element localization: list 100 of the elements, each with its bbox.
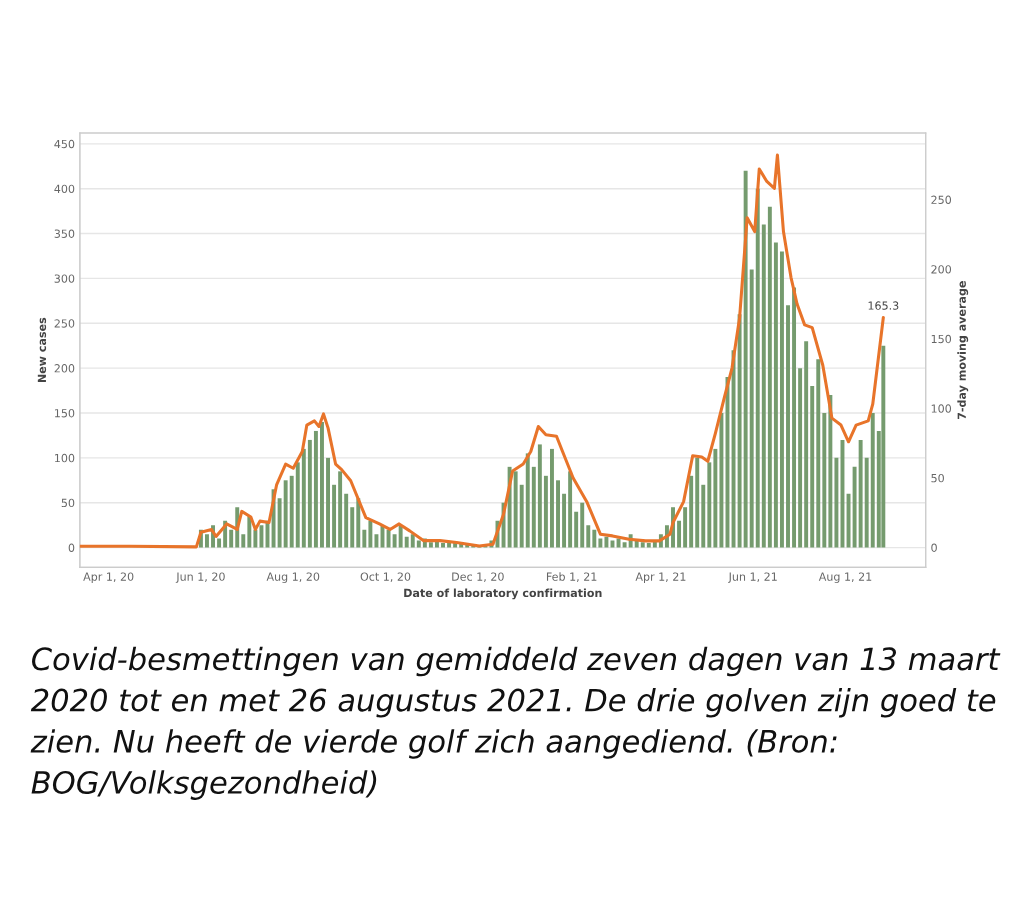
bar	[320, 421, 324, 548]
x-tick-label: Aug 1, 21	[818, 572, 872, 583]
bar	[428, 542, 433, 548]
bar	[253, 529, 258, 548]
bar	[604, 536, 609, 548]
bar	[549, 448, 554, 548]
bar	[822, 413, 827, 548]
bar	[616, 538, 621, 548]
bar	[870, 413, 875, 548]
y2-tick-label: 100	[931, 404, 952, 413]
y-tick-label: 50	[61, 498, 75, 508]
bar	[786, 305, 790, 548]
x-tick-label: Oct 1, 20	[360, 572, 411, 582]
bar	[810, 386, 815, 548]
bar	[689, 475, 694, 548]
bar	[816, 359, 821, 548]
bar	[568, 471, 573, 548]
bar	[277, 498, 282, 548]
bar	[773, 242, 778, 548]
bar	[580, 502, 585, 548]
bar	[701, 484, 706, 548]
bar	[392, 534, 397, 548]
bar	[695, 457, 700, 548]
bar	[313, 430, 318, 548]
bar	[574, 511, 579, 548]
bar	[677, 520, 682, 548]
bar	[556, 480, 560, 548]
bar	[519, 484, 524, 548]
bar	[779, 251, 784, 548]
bar	[307, 439, 312, 548]
y-tick-label: 150	[55, 408, 75, 418]
bar	[398, 525, 403, 548]
x-tick-label: Apr 1, 21	[635, 572, 686, 583]
bar	[332, 484, 337, 548]
bar	[707, 462, 712, 548]
bar	[713, 448, 718, 548]
bar	[241, 534, 246, 548]
y-tick-label: 450	[54, 139, 75, 149]
bar	[362, 529, 367, 548]
bar	[828, 395, 833, 548]
bar	[719, 413, 724, 548]
y2-tick-label: 200	[931, 265, 952, 274]
bar	[410, 534, 415, 548]
bar	[513, 471, 518, 548]
y2-axis-title: 7-day moving average	[957, 281, 969, 420]
bar	[562, 493, 567, 548]
y-tick-label: 350	[54, 229, 75, 238]
bar	[683, 507, 688, 548]
bar	[338, 471, 343, 548]
y-tick-label: 250	[54, 319, 75, 328]
bar	[350, 507, 355, 548]
x-tick-label: Dec 1, 20	[452, 572, 504, 582]
x-tick-label: Jun 1, 21	[728, 572, 777, 583]
bar	[622, 542, 627, 548]
bar	[356, 498, 361, 548]
y-axis-title: New cases	[37, 317, 47, 383]
bar	[537, 444, 542, 548]
bar	[761, 224, 766, 548]
bar	[326, 457, 330, 548]
bar	[864, 457, 869, 548]
bar	[368, 520, 373, 548]
bar	[374, 534, 379, 548]
bar	[229, 529, 234, 548]
bar	[531, 466, 536, 548]
bar	[283, 480, 288, 548]
bar	[543, 475, 548, 548]
bar	[749, 269, 754, 548]
bar	[205, 534, 209, 548]
y2-tick-label: 150	[931, 334, 952, 344]
y2-tick-label: 0	[931, 543, 937, 552]
bar	[592, 529, 597, 548]
bar	[525, 453, 530, 548]
bar	[301, 448, 306, 548]
bar	[804, 341, 809, 548]
bar	[767, 206, 772, 548]
bar	[640, 542, 645, 548]
bar	[404, 536, 409, 548]
bar	[743, 170, 748, 548]
bar	[344, 493, 349, 548]
y2-tick-label: 250	[931, 195, 952, 204]
bar	[441, 543, 445, 548]
x-tick-label: Jun 1, 20	[175, 572, 225, 583]
bar	[586, 525, 591, 548]
y-tick-label: 300	[54, 274, 75, 283]
y-tick-label: 0	[68, 543, 75, 552]
y-tick-label: 400	[54, 184, 75, 194]
bar	[247, 516, 252, 548]
bar	[598, 538, 603, 548]
bar	[858, 439, 863, 548]
bar	[852, 466, 857, 548]
bar	[737, 314, 742, 548]
bar	[217, 538, 222, 548]
bar	[646, 543, 651, 548]
x-axis-title: Date of laboratory confirmation	[404, 588, 602, 600]
y-tick-label: 100	[55, 453, 75, 463]
x-tick-label: Apr 1, 20	[83, 572, 134, 583]
y2-tick-label: 50	[931, 473, 944, 483]
bar	[289, 475, 294, 548]
bar	[834, 457, 839, 548]
bar	[259, 525, 264, 548]
